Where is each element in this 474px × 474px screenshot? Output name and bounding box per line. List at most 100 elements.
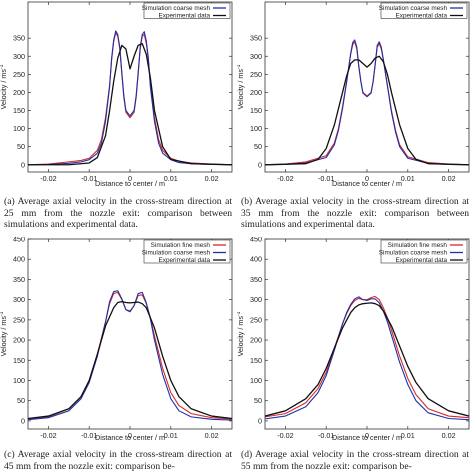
legend-entry-label: Experimental data bbox=[395, 13, 447, 20]
y-tick-label: 350 bbox=[250, 34, 262, 43]
x-tick-label: 0.02 bbox=[205, 174, 219, 183]
y-tick-label: 300 bbox=[13, 295, 25, 304]
legend-entry-label: Simulation coarse mesh bbox=[142, 250, 211, 257]
y-tick-label: 200 bbox=[250, 336, 262, 345]
y-tick-label: 50 bbox=[254, 142, 262, 151]
y-tick-label: 0 bbox=[21, 160, 25, 169]
series-line-experimental-data bbox=[265, 55, 469, 166]
y-tick-label: 350 bbox=[13, 34, 25, 43]
legend-entry-label: Simulation coarse mesh bbox=[379, 5, 448, 12]
y-tick-label: 100 bbox=[13, 124, 25, 133]
y-tick-label: 350 bbox=[250, 275, 262, 284]
y-axis-label-exponent: -1 bbox=[0, 64, 5, 69]
plot-frame bbox=[27, 238, 233, 430]
series-line-experimental-data bbox=[28, 42, 232, 166]
chart-d-svg: 0 50 100 150 200 250 300 350 400 450 -0.02 -0.01 0 0.… bbox=[237, 237, 470, 442]
legend-entry-label: Simulation fine mesh bbox=[388, 242, 448, 249]
y-tick-label: 0 bbox=[258, 416, 262, 425]
y-tick-label: 250 bbox=[250, 315, 262, 324]
y-tick-label: 250 bbox=[13, 70, 25, 79]
y-tick-label: 150 bbox=[250, 356, 262, 365]
chart-panel-d: 0 50 100 150 200 250 300 350 400 450 -0.02 -0.01 0 0.… bbox=[237, 237, 474, 474]
y-tick-label: 0 bbox=[258, 160, 262, 169]
legend-entry-label: Experimental data bbox=[158, 13, 210, 20]
legend-box bbox=[143, 2, 231, 19]
x-tick-label: 0.02 bbox=[442, 174, 456, 183]
y-tick-label: 200 bbox=[13, 88, 25, 97]
y-tick-label: 300 bbox=[250, 52, 262, 61]
series-line-experimental-data bbox=[265, 302, 469, 417]
y-tick-label: 200 bbox=[250, 88, 262, 97]
series-line-simulation-coarse-mesh bbox=[28, 30, 232, 166]
x-axis-label: Distance to center / m bbox=[332, 179, 402, 188]
legend-entry-label: Experimental data bbox=[158, 257, 210, 264]
x-tick-label: 0.01 bbox=[164, 174, 178, 183]
x-tick-label: -0.02 bbox=[40, 431, 56, 440]
caption-d: (d) Average axial velocity in the cross-… bbox=[241, 449, 469, 472]
y-tick-label: 100 bbox=[250, 124, 262, 133]
y-tick-label: 300 bbox=[250, 295, 262, 304]
y-tick-label: 300 bbox=[13, 52, 25, 61]
chart-panel-a: 0 50 100 150 200 250 300 350 -0.02 -0.01 0 0.01 0.02… bbox=[0, 0, 237, 237]
x-tick-label: 0.01 bbox=[401, 174, 415, 183]
caption-c: (c) Average axial velocity in the cross-… bbox=[4, 449, 232, 472]
x-tick-label: 0 bbox=[365, 174, 369, 183]
legend-box bbox=[380, 2, 468, 19]
x-tick-label: 0.01 bbox=[164, 431, 178, 440]
legend-entry-label: Simulation coarse mesh bbox=[142, 5, 211, 12]
x-tick-label: 0 bbox=[128, 174, 132, 183]
x-tick-label: -0.01 bbox=[81, 174, 97, 183]
x-tick-label: -0.02 bbox=[277, 431, 293, 440]
plot-frame bbox=[264, 1, 470, 173]
chart-c-svg: 0 50 100 150 200 250 300 350 400 450 -0.02 -0.01 0 0.… bbox=[0, 237, 233, 442]
y-tick-label: 450 bbox=[13, 237, 25, 244]
x-axis-label: Distance to center / m bbox=[95, 433, 165, 442]
x-tick-label: -0.01 bbox=[81, 431, 97, 440]
series-line-simulation-fine-mesh bbox=[265, 295, 469, 419]
series-line-experimental-data bbox=[28, 301, 232, 420]
legend-box bbox=[380, 239, 468, 264]
x-tick-label: 0.02 bbox=[205, 431, 219, 440]
y-axis-label-exponent: -1 bbox=[0, 311, 5, 316]
y-axis-label: Velocity / ms-1 bbox=[0, 64, 8, 109]
y-axis-label-exponent: -1 bbox=[237, 64, 242, 69]
x-tick-label: 0.02 bbox=[442, 431, 456, 440]
y-axis-label: Velocity / ms-1 bbox=[237, 64, 245, 109]
caption-a: (a) Average axial velocity in the cross-… bbox=[4, 196, 232, 231]
y-tick-label: 150 bbox=[13, 106, 25, 115]
y-axis-label-exponent: -1 bbox=[237, 311, 242, 316]
y-tick-label: 450 bbox=[250, 237, 262, 244]
plot-frame bbox=[27, 1, 233, 173]
series-line-simulation-fine-mesh bbox=[265, 41, 469, 166]
series-line-simulation-coarse-mesh bbox=[265, 39, 469, 166]
y-tick-label: 100 bbox=[250, 376, 262, 385]
legend-box bbox=[143, 239, 231, 264]
x-tick-label: -0.01 bbox=[318, 174, 334, 183]
series-line-simulation-coarse-mesh bbox=[265, 296, 469, 421]
y-tick-label: 150 bbox=[13, 356, 25, 365]
chart-panel-c: 0 50 100 150 200 250 300 350 400 450 -0.02 -0.01 0 0.… bbox=[0, 237, 237, 474]
x-tick-label: 0 bbox=[128, 431, 132, 440]
plot-frame bbox=[264, 238, 470, 430]
y-tick-label: 350 bbox=[13, 275, 25, 284]
legend-entry-label: Simulation fine mesh bbox=[151, 242, 211, 249]
x-tick-label: 0 bbox=[365, 431, 369, 440]
x-axis-label: Distance to center / m bbox=[95, 179, 165, 188]
y-tick-label: 50 bbox=[254, 396, 262, 405]
y-tick-label: 400 bbox=[13, 255, 25, 264]
y-tick-label: 100 bbox=[13, 376, 25, 385]
y-tick-label: 400 bbox=[250, 255, 262, 264]
y-tick-label: 50 bbox=[17, 396, 25, 405]
caption-b: (b) Average axial velocity in the cross-… bbox=[241, 196, 469, 231]
y-axis-label: Velocity / ms-1 bbox=[0, 311, 8, 356]
y-tick-label: 150 bbox=[250, 106, 262, 115]
legend-entry-label: Simulation coarse mesh bbox=[379, 250, 448, 257]
legend-entry-label: Experimental data bbox=[395, 257, 447, 264]
x-tick-label: -0.02 bbox=[40, 174, 56, 183]
x-tick-label: 0.01 bbox=[401, 431, 415, 440]
chart-b-svg: 0 50 100 150 200 250 300 350 -0.02 -0.01 0 0.01 0.02… bbox=[237, 1, 470, 188]
series-line-simulation-fine-mesh bbox=[28, 32, 232, 166]
y-tick-label: 250 bbox=[13, 315, 25, 324]
y-axis-label: Velocity / ms-1 bbox=[237, 311, 245, 356]
y-tick-label: 50 bbox=[17, 142, 25, 151]
